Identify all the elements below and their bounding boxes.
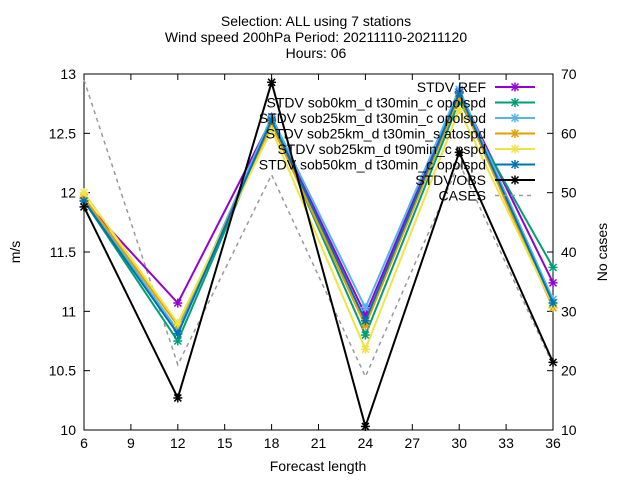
series-line bbox=[83, 93, 554, 329]
series-5 bbox=[79, 88, 558, 339]
data-point bbox=[454, 147, 464, 157]
y-tick-label: 10.5 bbox=[49, 363, 76, 379]
data-point bbox=[454, 88, 464, 98]
x-tick-label: 12 bbox=[170, 435, 186, 451]
data-point bbox=[360, 303, 370, 313]
x-tick-label: 36 bbox=[545, 435, 561, 451]
data-point bbox=[173, 318, 183, 328]
chart-title: Selection: ALL using 7 stations Wind spe… bbox=[165, 13, 467, 61]
legend-label: STDV sob0km_d t30min_c opolspd bbox=[267, 95, 486, 111]
legend-label: STDV sob25km_d t30min_s atospd bbox=[266, 126, 486, 142]
y2-tick-label: 10 bbox=[561, 422, 577, 438]
legend-label: STDV REF bbox=[417, 79, 486, 95]
y2-axis-label: No cases bbox=[594, 223, 610, 281]
data-point bbox=[173, 298, 183, 308]
y-tick-label: 11 bbox=[61, 303, 76, 319]
legend-label: STDV sob25km_d t30min_c opolspd bbox=[259, 110, 486, 126]
chart-title-line-3: Hours: 06 bbox=[286, 45, 347, 61]
axis-ticks: 6 9 12 15 18 21 24 27 30 33 361010.51111.51212.513… bbox=[49, 66, 577, 451]
y2-tick-label: 40 bbox=[561, 244, 577, 260]
legend-label: STDV sob25km_d t90min_c nspd bbox=[277, 141, 486, 157]
y2-tick-label: 70 bbox=[561, 66, 577, 82]
data-point bbox=[454, 105, 464, 115]
legend-marker bbox=[510, 98, 520, 107]
x-tick-label: 24 bbox=[358, 435, 374, 451]
series-line bbox=[83, 78, 554, 430]
data-point bbox=[548, 298, 558, 308]
y-tick-label: 11.5 bbox=[50, 244, 76, 260]
data-point bbox=[173, 336, 183, 346]
data-point bbox=[79, 202, 89, 212]
data-point bbox=[548, 278, 558, 288]
y2-tick-label: 20 bbox=[561, 363, 577, 379]
series-lines bbox=[79, 77, 558, 431]
series-line bbox=[83, 86, 554, 333]
chart-title-line-2: Wind speed 200hPa Period: 20211110-20211… bbox=[165, 29, 467, 45]
data-point bbox=[267, 115, 277, 125]
series-line bbox=[83, 107, 554, 352]
chart-title-line-1: Selection: ALL using 7 stations bbox=[221, 13, 411, 29]
data-point bbox=[548, 357, 558, 367]
legend-label: STDV/OBS bbox=[415, 172, 486, 188]
y-tick-label: 10 bbox=[60, 422, 76, 438]
legend-marker bbox=[510, 113, 520, 123]
x-tick-label: 15 bbox=[217, 435, 233, 451]
legend-marker bbox=[510, 175, 520, 185]
legend-label: STDV sob50km_d t30min_c opolspd bbox=[259, 157, 486, 173]
legend-label: CASES bbox=[439, 188, 486, 204]
data-point bbox=[173, 393, 183, 403]
data-point bbox=[267, 77, 277, 87]
data-point bbox=[173, 329, 183, 339]
y-axis-label: m/s bbox=[7, 241, 23, 264]
y2-tick-label: 60 bbox=[561, 125, 577, 141]
data-point bbox=[360, 316, 370, 326]
x-tick-label: 21 bbox=[311, 435, 327, 451]
x-tick-label: 30 bbox=[451, 435, 467, 451]
x-tick-label: 6 bbox=[80, 435, 88, 451]
y-tick-label: 13 bbox=[60, 66, 76, 82]
x-axis-label: Forecast length bbox=[270, 458, 367, 474]
y-tick-label: 12 bbox=[60, 185, 76, 201]
data-point bbox=[360, 330, 370, 340]
y-tick-label: 12.5 bbox=[49, 125, 76, 141]
series-6 bbox=[79, 77, 558, 431]
y2-tick-label: 50 bbox=[561, 185, 577, 201]
data-point bbox=[360, 421, 370, 431]
legend-marker bbox=[510, 129, 520, 138]
legend-marker bbox=[510, 144, 520, 154]
x-tick-label: 18 bbox=[264, 435, 280, 451]
legend-marker bbox=[510, 160, 520, 169]
series-line bbox=[83, 90, 554, 336]
y2-tick-label: 30 bbox=[561, 303, 577, 319]
legend-marker bbox=[510, 82, 520, 92]
x-tick-label: 9 bbox=[127, 435, 135, 451]
data-point bbox=[79, 188, 89, 198]
data-point bbox=[360, 344, 370, 354]
x-tick-label: 27 bbox=[405, 435, 421, 451]
x-tick-label: 33 bbox=[498, 435, 514, 451]
data-point bbox=[548, 262, 558, 272]
